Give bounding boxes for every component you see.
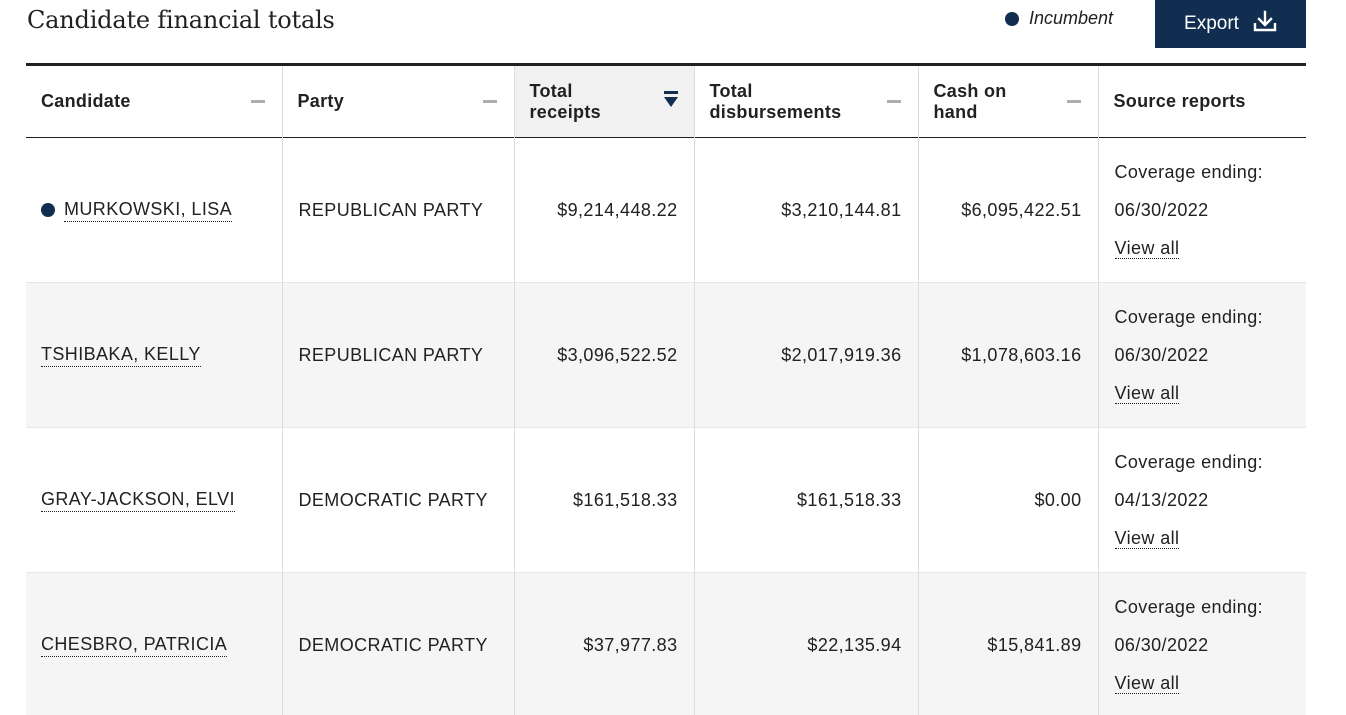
incumbent-dot-icon [41,203,55,217]
financial-totals-table: Candidate Party Total receipts [26,63,1306,715]
candidate-link[interactable]: MURKOWSKI, LISA [64,199,233,222]
total-disbursements-cell: $2,017,919.36 [693,282,918,428]
table-row: TSHIBAKA, KELLY REPUBLICAN PARTY $3,096,… [26,282,1306,428]
page-title: Candidate financial totals [27,6,335,34]
party-cell: REPUBLICAN PARTY [281,282,514,428]
coverage-label: Coverage ending: [1114,307,1264,327]
column-label-party: Party [297,91,345,111]
sort-neutral-icon [250,100,265,103]
column-label-cash-on-hand: Cash on hand [934,81,1007,123]
incumbent-dot-icon [1005,11,1019,26]
column-label-line-2: hand [933,101,978,122]
source-reports-cell: Coverage ending: 04/13/2022 View all [1097,427,1306,573]
column-header-party[interactable]: Party [281,64,514,138]
total-disbursements-cell: $161,518.33 [693,427,918,573]
column-label-source-reports: Source reports [1113,91,1246,111]
cash-on-hand-cell: $15,841.89 [917,572,1098,715]
table-row: GRAY-JACKSON, ELVI DEMOCRATIC PARTY $161… [26,427,1306,573]
column-header-source-reports: Source reports [1097,64,1306,138]
coverage-label: Coverage ending: [1114,597,1264,617]
table-row: MURKOWSKI, LISA REPUBLICAN PARTY $9,214,… [26,137,1306,283]
column-header-candidate[interactable]: Candidate [26,65,282,138]
column-label-line-1: Cash on [933,80,1007,101]
view-all-link[interactable]: View all [1114,383,1180,404]
sort-descending-icon [663,90,679,113]
cash-on-hand-cell: $6,095,422.51 [917,137,1098,283]
source-reports-cell: Coverage ending: 06/30/2022 View all [1097,282,1306,428]
coverage-date: 06/30/2022 [1114,635,1209,655]
candidate-link[interactable]: TSHIBAKA, KELLY [41,344,201,367]
source-reports-cell: Coverage ending: 06/30/2022 View all [1097,572,1306,715]
sort-neutral-icon [482,100,497,103]
view-all-link[interactable]: View all [1114,673,1180,694]
source-reports-cell: Coverage ending: 06/30/2022 View all [1097,137,1306,283]
coverage-date: 06/30/2022 [1114,200,1209,220]
total-disbursements-cell: $3,210,144.81 [693,137,918,283]
total-receipts-cell: $37,977.83 [513,572,694,715]
column-header-total-disbursements[interactable]: Total disbursements [693,64,918,138]
candidate-cell: MURKOWSKI, LISA [26,137,282,283]
column-label-total-disbursements: Total disbursements [710,81,842,123]
total-receipts-cell: $161,518.33 [513,427,694,573]
incumbent-legend: Incumbent [1005,8,1113,29]
column-label-line-2: disbursements [709,101,842,122]
legend-label: Incumbent [1029,8,1114,28]
coverage-date: 06/30/2022 [1114,345,1209,365]
party-cell: REPUBLICAN PARTY [281,137,514,283]
export-label: Export [1184,13,1239,34]
column-header-cash-on-hand[interactable]: Cash on hand [917,64,1098,138]
view-all-link[interactable]: View all [1114,238,1180,259]
candidate-link[interactable]: GRAY-JACKSON, ELVI [41,489,235,512]
column-label-candidate: Candidate [41,91,131,111]
candidate-cell: CHESBRO, PATRICIA [26,572,282,715]
column-label-line-1: Total [529,80,573,101]
candidate-link[interactable]: CHESBRO, PATRICIA [41,634,228,657]
candidate-cell: TSHIBAKA, KELLY [26,282,282,428]
table-row: CHESBRO, PATRICIA DEMOCRATIC PARTY $37,9… [26,572,1306,715]
candidate-cell: GRAY-JACKSON, ELVI [26,427,282,573]
column-label-total-receipts: Total receipts [530,81,601,123]
party-cell: DEMOCRATIC PARTY [281,572,514,715]
table-header-row: Candidate Party Total receipts [26,64,1306,138]
total-receipts-cell: $3,096,522.52 [513,282,694,428]
sort-neutral-icon [1066,100,1081,103]
column-label-line-2: receipts [529,101,601,122]
coverage-date: 04/13/2022 [1114,490,1209,510]
cash-on-hand-cell: $0.00 [917,427,1098,573]
sort-neutral-icon [886,100,901,103]
export-button[interactable]: Export [1155,0,1306,48]
cash-on-hand-cell: $1,078,603.16 [917,282,1098,428]
column-header-total-receipts[interactable]: Total receipts [513,64,694,138]
column-label-line-1: Total [709,80,753,101]
coverage-label: Coverage ending: [1114,452,1264,472]
coverage-label: Coverage ending: [1114,162,1264,182]
total-disbursements-cell: $22,135.94 [693,572,918,715]
view-all-link[interactable]: View all [1114,528,1180,549]
total-receipts-cell: $9,214,448.22 [513,137,694,283]
party-cell: DEMOCRATIC PARTY [281,427,514,573]
download-icon [1253,10,1277,38]
